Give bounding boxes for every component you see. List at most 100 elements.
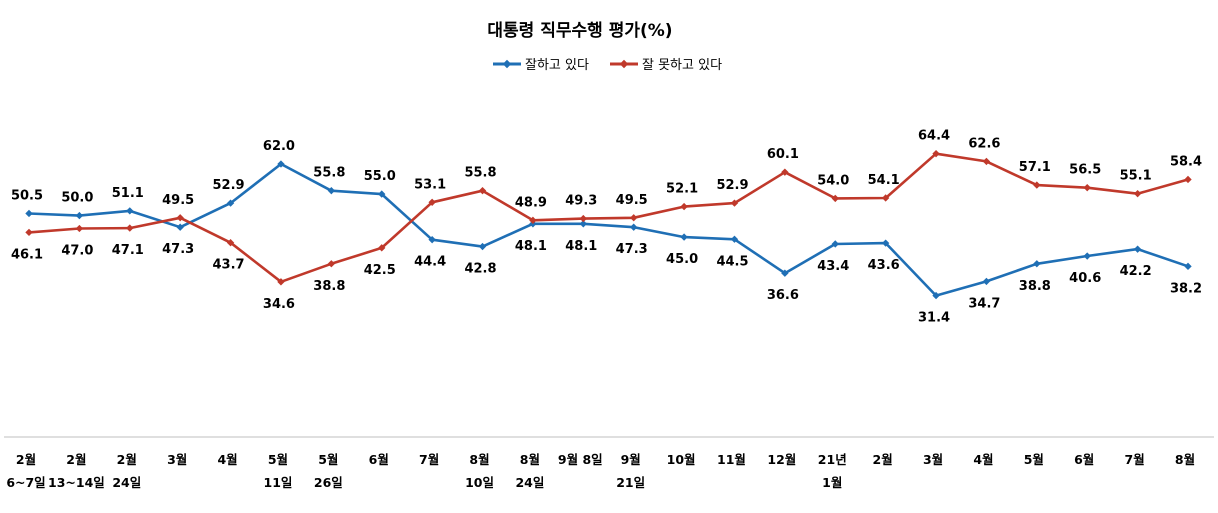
x-tick-label: 7월 [1125, 452, 1145, 467]
data-label-positive: 40.6 [1069, 271, 1101, 286]
data-point-positive [226, 199, 235, 207]
x-tick-label: 5월 26일 [314, 452, 343, 490]
data-point-negative [630, 214, 638, 222]
x-tick-label: 11월 [717, 452, 746, 467]
data-label-negative: 64.4 [918, 129, 950, 144]
x-tick-label: 4월 [973, 452, 993, 467]
data-point-positive [680, 233, 688, 241]
x-tick-label-line: 21년 [818, 452, 847, 467]
data-label-negative: 53.1 [414, 177, 446, 192]
x-tick-label: 6월 [369, 452, 389, 467]
x-tick-label-line: 5월 [268, 452, 288, 467]
data-label-negative: 38.8 [313, 279, 345, 294]
x-axis-ticks: 2월 6~7일 2월 13~14일 2월 24일 3월 4월 5월 11일 5월 26일 6월 7월 8월 1… [6, 452, 1195, 490]
x-tick-label-line: 2월 [66, 452, 86, 467]
chart-title: 대통령 직무수행 평가(%) [487, 20, 672, 41]
data-point-negative [1133, 189, 1142, 198]
x-tick-label-line: 24일 [112, 475, 141, 490]
data-point-positive [630, 223, 638, 231]
x-tick-label: 9월 8일 [558, 452, 603, 467]
data-label-positive: 44.4 [414, 255, 446, 270]
x-tick-label-line: 10일 [465, 475, 494, 490]
data-point-negative [25, 228, 33, 237]
data-point-negative [176, 214, 184, 222]
data-label-negative: 48.9 [515, 195, 547, 210]
data-point-positive [730, 235, 739, 243]
legend-item-positive: 잘하고 있다 [493, 58, 589, 73]
series-line-positive [28, 162, 1189, 297]
data-point-positive [25, 209, 33, 218]
data-point-negative [226, 239, 235, 247]
x-tick-label: 2월 [873, 452, 893, 467]
data-point-positive [1083, 252, 1091, 260]
x-tick-label-line: 2월 [873, 452, 893, 467]
data-label-negative: 47.0 [61, 244, 93, 259]
data-label-positive: 42.2 [1120, 264, 1152, 279]
data-label-negative: 46.1 [11, 247, 43, 262]
x-tick-label: 3월 [167, 452, 187, 467]
data-label-positive: 45.0 [666, 252, 698, 267]
x-tick-label-line: 24일 [515, 475, 544, 490]
x-tick-label-line: 5월 [318, 452, 338, 467]
x-tick-label-line: 4월 [217, 452, 237, 467]
data-label-positive: 50.5 [11, 188, 43, 203]
data-label-positive: 42.8 [464, 262, 496, 277]
x-tick-label: 4월 [217, 452, 237, 467]
data-point-negative [126, 224, 134, 232]
data-label-positive: 38.8 [1019, 279, 1051, 294]
data-label-positive: 48.1 [565, 239, 597, 254]
data-label-negative: 56.5 [1069, 163, 1101, 178]
legend-marker-negative [619, 59, 629, 69]
x-tick-label-line: 12월 [767, 452, 796, 467]
x-tick-label-line: 8월 [469, 452, 489, 467]
x-tick-label: 5월 [1024, 452, 1044, 467]
data-point-positive [1033, 260, 1041, 268]
data-label-negative: 49.5 [162, 193, 194, 208]
data-point-positive [126, 207, 134, 215]
data-point-negative [579, 214, 587, 223]
x-tick-label-line: 7월 [1125, 452, 1145, 467]
data-label-positive: 43.6 [868, 258, 900, 273]
data-point-positive [932, 291, 940, 300]
data-label-positive: 50.0 [61, 191, 93, 206]
legend-label-positive: 잘하고 있다 [525, 58, 589, 73]
data-point-negative [730, 199, 739, 207]
x-tick-label-line: 6월 [1074, 452, 1094, 467]
x-tick-label-line: 6월 [369, 452, 389, 467]
data-point-negative [1184, 175, 1192, 184]
data-label-negative: 42.5 [364, 263, 396, 278]
data-point-positive [478, 242, 487, 251]
x-tick-label: 12월 [767, 452, 796, 467]
x-tick-label: 2월 24일 [112, 452, 141, 490]
x-tick-label-line: 26일 [314, 475, 343, 490]
x-tick-label: 10월 [667, 452, 696, 467]
data-label-positive: 48.1 [515, 239, 547, 254]
plot-layer: 50.5 50.0 51.1 47.3 52.9 62.0 55.8 55.0 44.4 42.8… [11, 129, 1202, 326]
data-point-positive [327, 186, 336, 195]
data-point-positive [781, 269, 789, 277]
x-tick-label: 7월 [419, 452, 439, 467]
data-point-negative [277, 278, 285, 286]
data-label-negative: 34.6 [263, 297, 295, 312]
x-tick-label: 2월 13~14일 [48, 452, 105, 490]
data-point-positive [75, 211, 84, 220]
x-tick-label: 8월 24일 [515, 452, 544, 490]
data-label-positive: 34.7 [968, 296, 1000, 311]
data-label-positive: 36.6 [767, 288, 799, 303]
data-label-negative: 52.9 [716, 178, 748, 193]
x-tick-label-line: 3월 [923, 452, 943, 467]
data-point-positive [176, 223, 184, 231]
data-label-positive: 47.3 [162, 242, 194, 257]
legend-item-negative: 잘 못하고 있다 [610, 58, 722, 73]
data-label-positive: 38.2 [1170, 281, 1202, 296]
data-label-negative: 58.4 [1170, 154, 1202, 169]
x-tick-label: 5월 11일 [264, 452, 293, 490]
x-tick-label-line: 9월 8일 [558, 452, 603, 467]
data-point-positive [579, 220, 587, 228]
data-point-negative [378, 244, 386, 252]
data-label-positive: 52.9 [213, 178, 245, 193]
data-label-negative: 57.1 [1019, 160, 1051, 175]
x-tick-label: 2월 6~7일 [6, 452, 45, 490]
x-tick-label: 21년 1월 [818, 452, 847, 490]
data-label-positive: 62.0 [263, 139, 295, 154]
